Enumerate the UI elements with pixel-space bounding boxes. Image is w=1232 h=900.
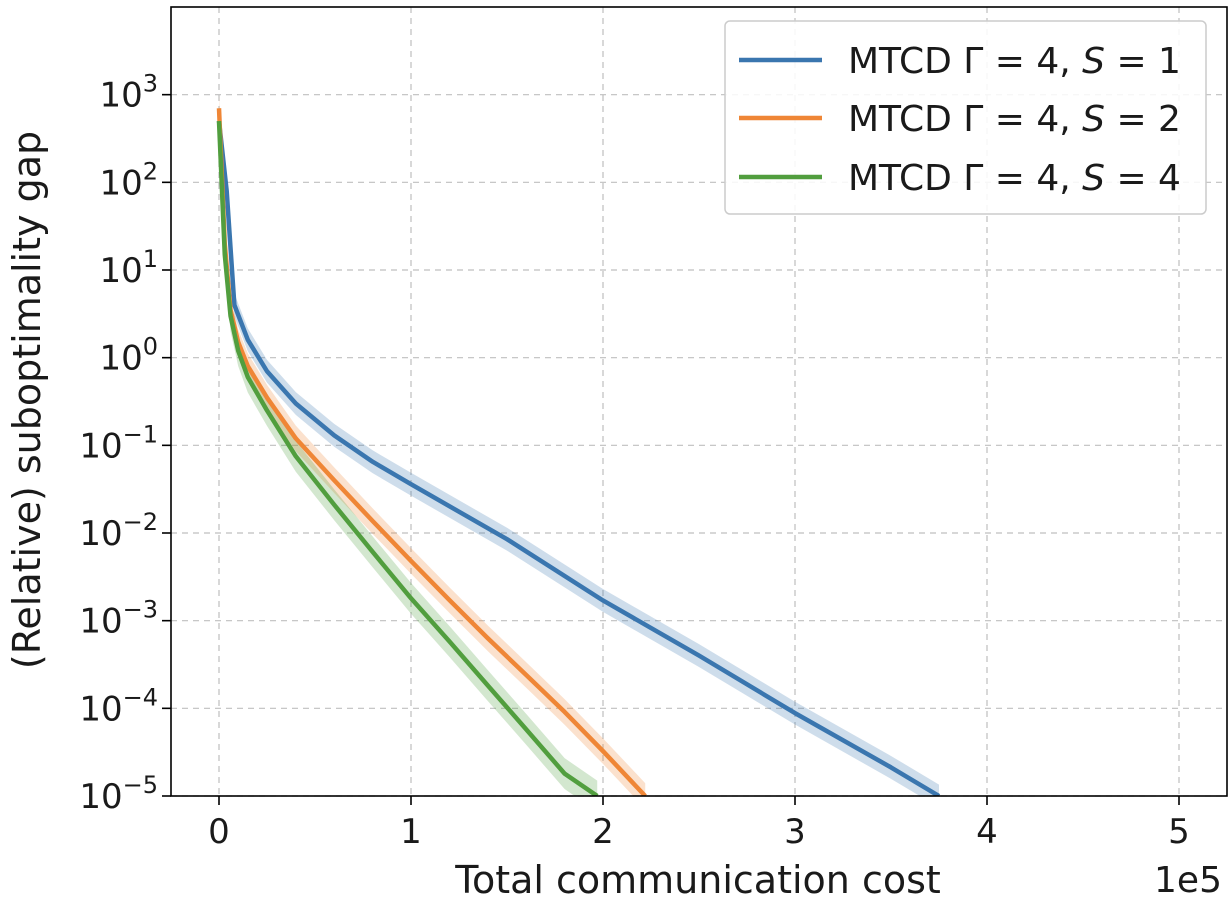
- y-tick-label: 102: [99, 157, 158, 203]
- legend-entry-s4: MTCD Γ = 4, S = 4: [739, 158, 1181, 199]
- x-tick-label: 3: [784, 812, 806, 852]
- legend-entry-s2: MTCD Γ = 4, S = 2: [739, 99, 1181, 140]
- legend-label-prefix: MTCD Γ = 4,: [848, 41, 1082, 82]
- x-axis-offset-label: 1e5: [1154, 860, 1222, 900]
- y-tick-exponent: −3: [123, 596, 158, 624]
- y-tick-base: 10: [79, 514, 122, 554]
- x-tick-label: 4: [976, 812, 998, 852]
- y-tick-exponent: 2: [143, 157, 158, 185]
- line-series-2: [216, 120, 599, 796]
- legend-label-var: S: [1082, 41, 1105, 82]
- y-tick-label: 10−1: [79, 420, 158, 466]
- y-tick-label: 10−3: [79, 596, 158, 642]
- y-tick-label: 103: [99, 70, 158, 116]
- y-tick-label: 101: [99, 245, 158, 291]
- y-tick-label: 10−4: [79, 683, 158, 729]
- y-tick-exponent: −5: [123, 771, 158, 799]
- x-tick-label: 5: [1168, 812, 1190, 852]
- legend-label-suffix: = 1: [1105, 41, 1181, 82]
- y-tick-base: 10: [99, 163, 142, 203]
- legend-label-prefix: MTCD Γ = 4,: [848, 158, 1082, 199]
- series-lines: [216, 108, 941, 796]
- legend-label-s2: MTCD Γ = 4, S = 2: [848, 99, 1181, 140]
- y-tick-base: 10: [99, 339, 142, 379]
- legend-label-suffix: = 2: [1105, 99, 1181, 140]
- legend-frame: [724, 20, 1207, 215]
- y-tick-exponent: 1: [143, 245, 158, 273]
- y-tick-exponent: −2: [123, 508, 158, 536]
- y-tick-exponent: −4: [123, 683, 158, 711]
- line-series-0: [216, 120, 941, 796]
- legend-label-s4: MTCD Γ = 4, S = 4: [848, 158, 1181, 199]
- y-tick-label: 10−2: [79, 508, 158, 554]
- plot-frame: [170, 6, 1228, 797]
- y-tick-base: 10: [79, 777, 122, 817]
- y-tick-base: 10: [99, 251, 142, 291]
- y-tick-exponent: 3: [143, 70, 158, 98]
- legend-label-var: S: [1082, 158, 1105, 199]
- legend-entry-s1: MTCD Γ = 4, S = 1: [739, 41, 1181, 82]
- y-tick-base: 10: [79, 602, 122, 642]
- legend-label-suffix: = 4: [1105, 158, 1181, 199]
- y-tick-base: 10: [99, 76, 142, 116]
- y-tick-exponent: −1: [123, 420, 158, 448]
- x-tick-label: 0: [208, 812, 230, 852]
- y-tick-base: 10: [79, 426, 122, 466]
- legend-label-s1: MTCD Γ = 4, S = 1: [848, 41, 1181, 82]
- y-axis-label: (Relative) suboptimality gap: [5, 131, 49, 669]
- x-axis-label: Total communication cost: [454, 858, 941, 900]
- legend-label-var: S: [1082, 99, 1105, 140]
- x-tick-label: 2: [592, 812, 614, 852]
- y-tick-label: 100: [99, 333, 158, 379]
- x-tick-label: 1: [400, 812, 422, 852]
- x-axis-ticks: 0 1 2 3 4 5: [208, 796, 1190, 852]
- y-tick-base: 10: [79, 689, 122, 729]
- legend-label-prefix: MTCD Γ = 4,: [848, 99, 1082, 140]
- y-tick-label: 10−5: [79, 771, 158, 817]
- y-tick-exponent: 0: [143, 333, 158, 361]
- legend: MTCD Γ = 4, S = 1 MTCD Γ = 4, S = 2 MTCD…: [724, 20, 1207, 215]
